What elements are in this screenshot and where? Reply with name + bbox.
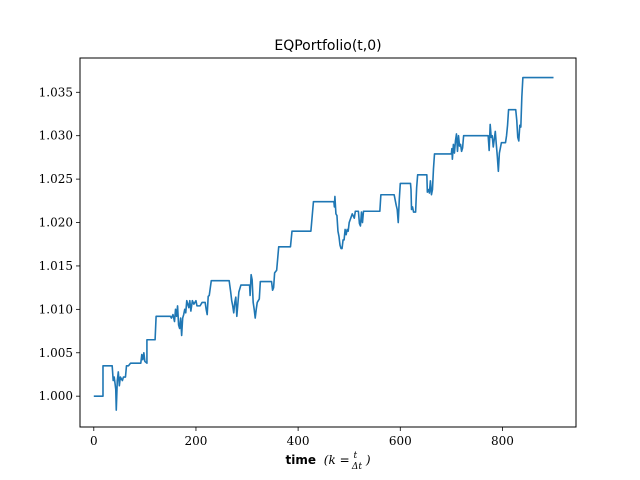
- y-tick-label: 1.005: [39, 346, 73, 360]
- y-tick-label: 1.015: [39, 259, 73, 273]
- x-tick-label: 800: [491, 434, 514, 448]
- x-tick-label: 400: [287, 434, 310, 448]
- chart-title: EQPortfolio(t,0): [274, 38, 381, 54]
- x-axis-label: time (k = t Δt ): [285, 447, 370, 472]
- y-tick-label: 1.035: [39, 85, 73, 99]
- y-tick-label: 1.020: [39, 216, 73, 230]
- series-line-0: [93, 76, 554, 411]
- x-axis-label-math-prefix: (k =: [324, 453, 354, 467]
- plot-frame: [79, 57, 577, 428]
- series-layer: [93, 76, 554, 411]
- x-axis-label-main: time: [285, 453, 316, 467]
- y-tick-label: 1.000: [39, 389, 73, 403]
- y-axis: 1.000 1.005 1.010 1.015 1.020 1.025 1.030 1.035: [39, 85, 80, 403]
- x-tick-label: 600: [389, 434, 412, 448]
- x-axis-label-frac-num: t: [353, 451, 357, 461]
- y-tick-label: 1.010: [39, 302, 73, 316]
- x-axis-label-frac-den: Δt: [351, 462, 362, 472]
- x-tick-label: 0: [90, 434, 98, 448]
- y-tick-label: 1.030: [39, 129, 73, 143]
- x-axis-label-math-suffix: ): [365, 453, 371, 467]
- x-axis: 0 200 400 600 800: [90, 427, 514, 448]
- x-tick-label: 200: [185, 434, 208, 448]
- y-tick-label: 1.025: [39, 172, 73, 186]
